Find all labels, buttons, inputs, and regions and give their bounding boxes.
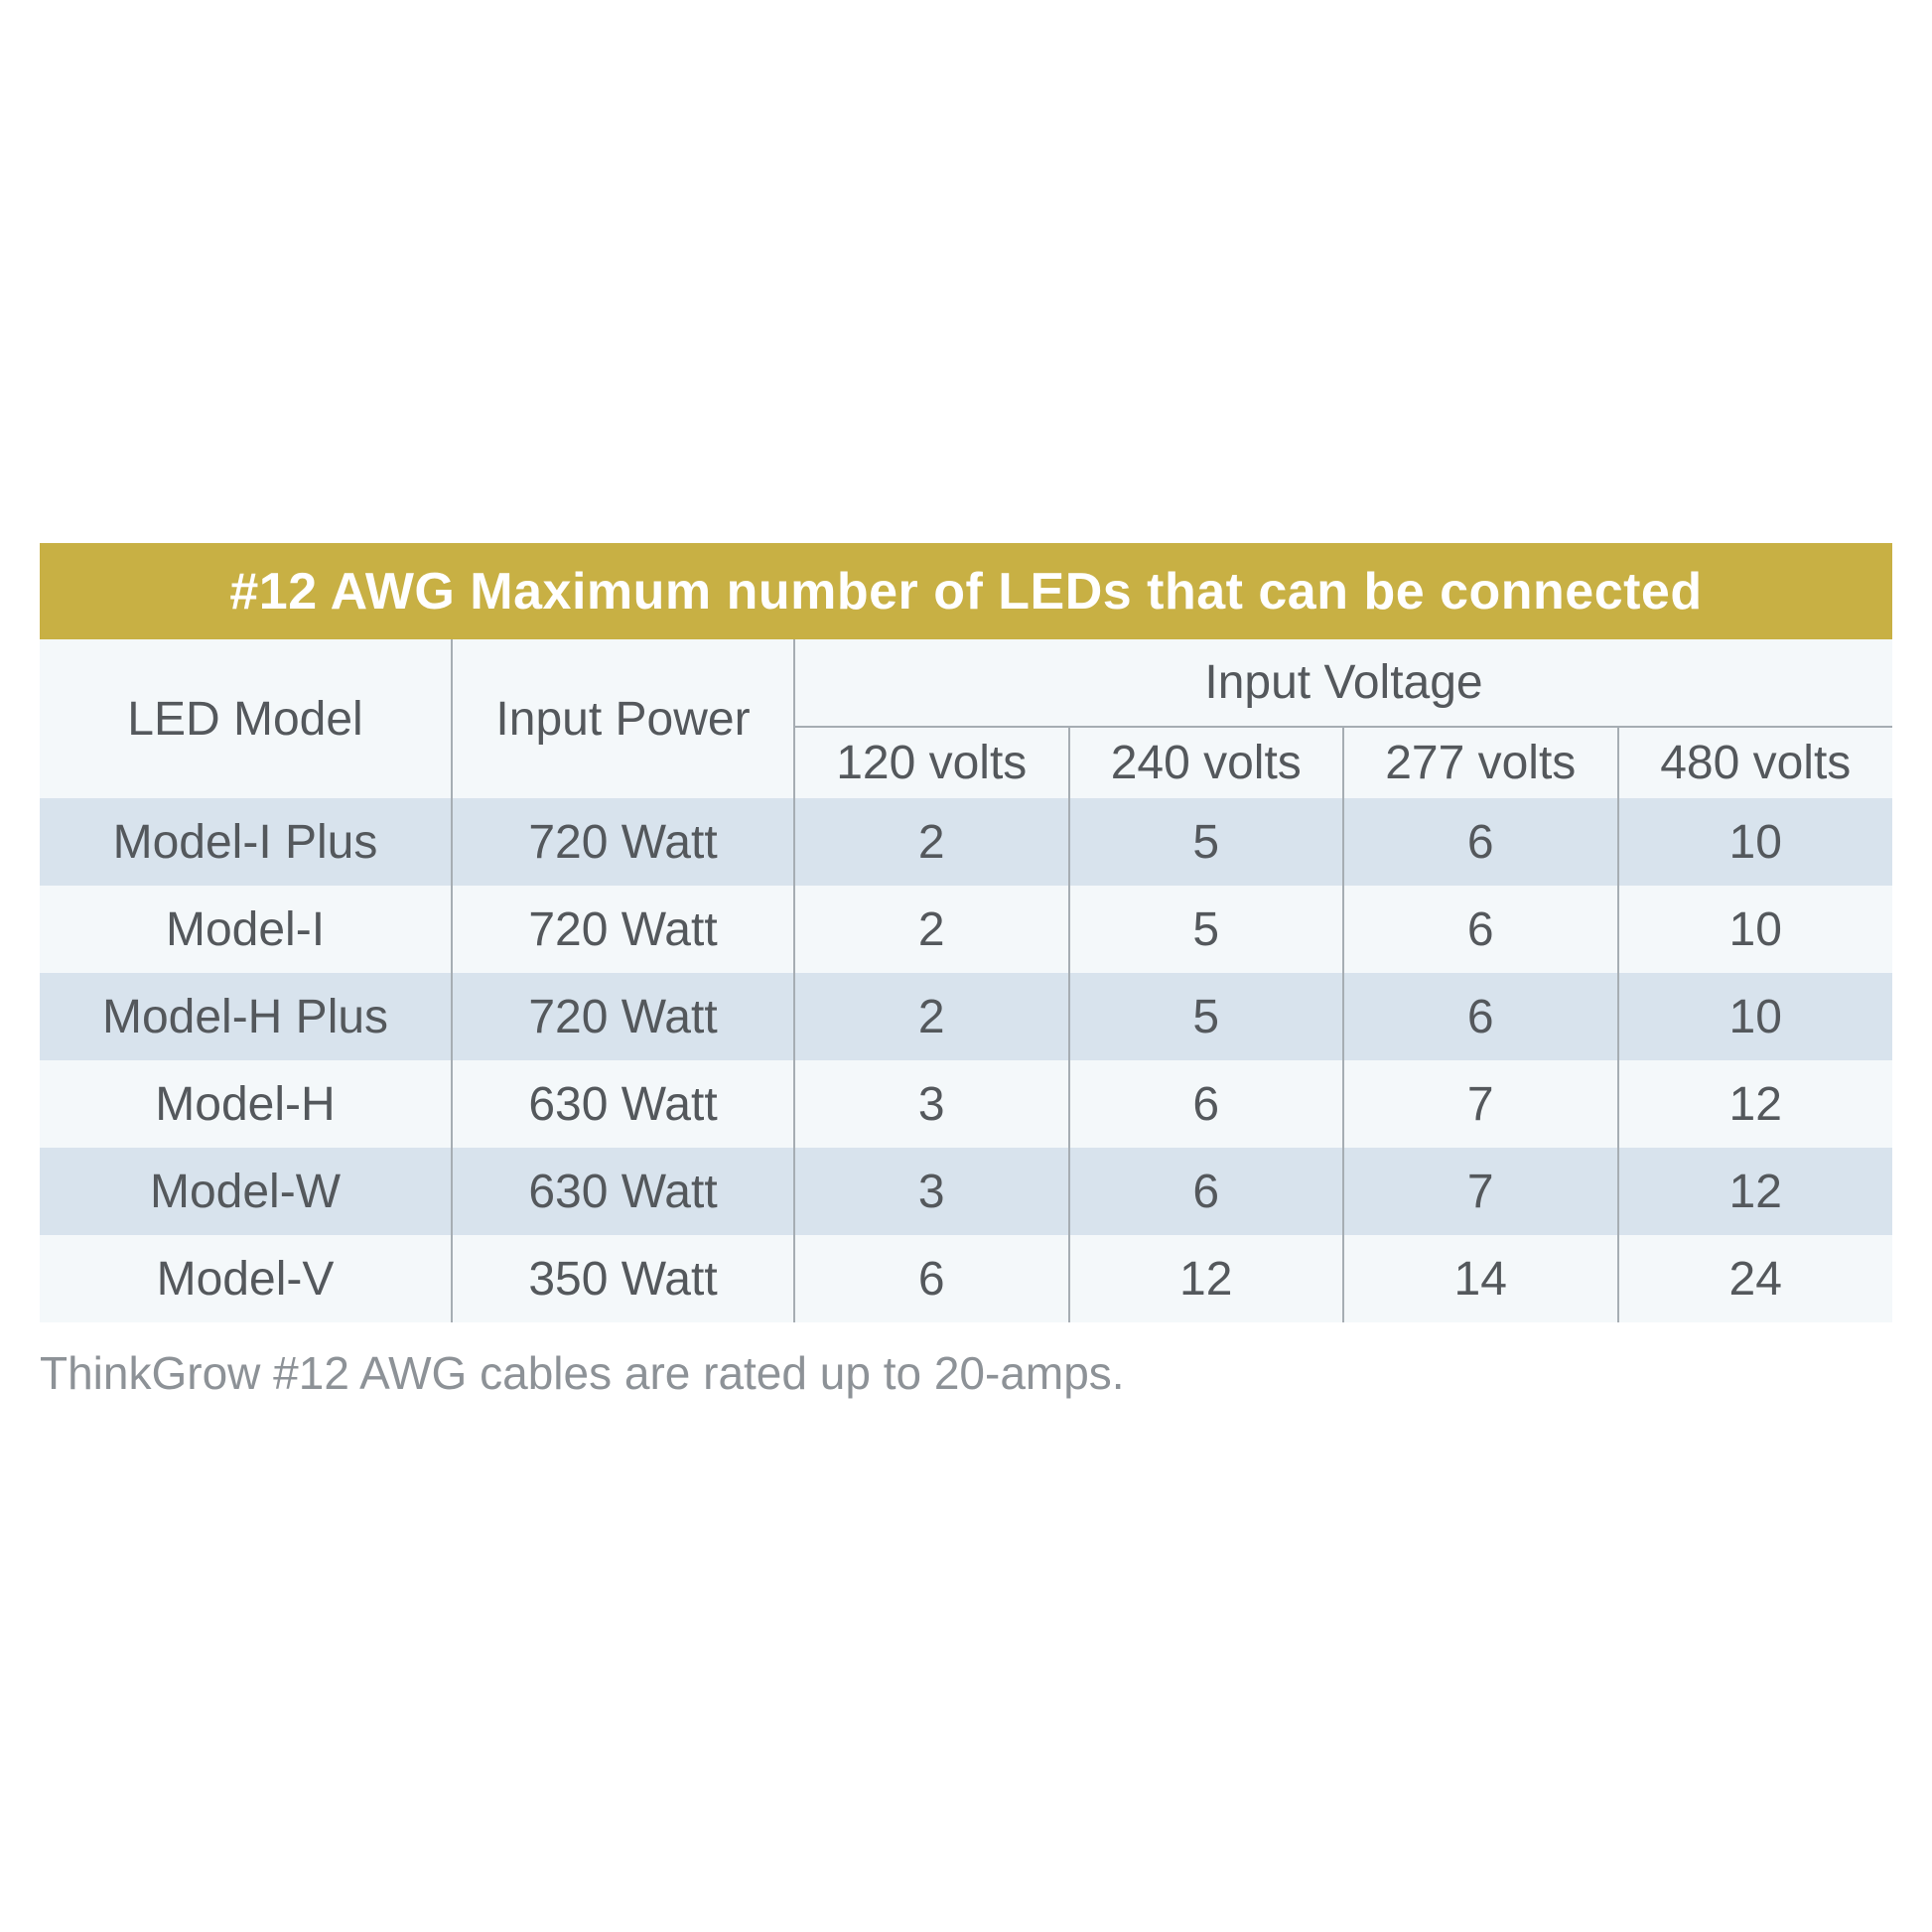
value-240v-cell: 5 <box>1067 798 1343 886</box>
value-240v-cell: 5 <box>1067 973 1343 1060</box>
value-277v-cell: 6 <box>1342 973 1618 1060</box>
value-240v-cell: 12 <box>1067 1235 1343 1322</box>
input-power-cell: 720 Watt <box>451 886 794 973</box>
table-title: #12 AWG Maximum number of LEDs that can … <box>229 562 1703 621</box>
value-480v-cell: 10 <box>1616 973 1892 1060</box>
value-240v-cell: 6 <box>1067 1060 1343 1148</box>
value-480v-cell: 24 <box>1616 1235 1892 1322</box>
value-480v-cell: 10 <box>1616 886 1892 973</box>
header-input-voltage: Input Voltage <box>793 639 1892 728</box>
spec-table: LED Model Input Power Input Voltage 120 … <box>40 639 1892 1322</box>
table-row: Model-H Plus 720 Watt 2 5 6 10 <box>40 973 1892 1060</box>
header-277-volts: 277 volts <box>1342 727 1618 798</box>
value-120v-cell: 2 <box>793 973 1069 1060</box>
table-row: Model-V 350 Watt 6 12 14 24 <box>40 1235 1892 1322</box>
value-120v-cell: 3 <box>793 1060 1069 1148</box>
footnote: ThinkGrow #12 AWG cables are rated up to… <box>40 1347 1125 1399</box>
led-model-cell: Model-I <box>40 886 452 973</box>
value-120v-cell: 2 <box>793 886 1069 973</box>
header-led-model: LED Model <box>40 639 452 798</box>
value-120v-cell: 2 <box>793 798 1069 886</box>
value-480v-cell: 12 <box>1616 1148 1892 1235</box>
value-240v-cell: 5 <box>1067 886 1343 973</box>
header-120-volts: 120 volts <box>793 727 1069 798</box>
input-power-cell: 720 Watt <box>451 798 794 886</box>
table-row: Model-W 630 Watt 3 6 7 12 <box>40 1148 1892 1235</box>
table-row: Model-I Plus 720 Watt 2 5 6 10 <box>40 798 1892 886</box>
led-connection-table: #12 AWG Maximum number of LEDs that can … <box>40 543 1892 1400</box>
value-277v-cell: 14 <box>1342 1235 1618 1322</box>
value-277v-cell: 7 <box>1342 1148 1618 1235</box>
table-row: Model-H 630 Watt 3 6 7 12 <box>40 1060 1892 1148</box>
value-277v-cell: 7 <box>1342 1060 1618 1148</box>
header-row-voltages: 120 volts 240 volts 277 volts 480 volts <box>40 727 1892 798</box>
value-277v-cell: 6 <box>1342 798 1618 886</box>
header-240-volts: 240 volts <box>1067 727 1343 798</box>
header-row-main: LED Model Input Power Input Voltage <box>40 639 1892 798</box>
table-row: Model-I 720 Watt 2 5 6 10 <box>40 886 1892 973</box>
value-480v-cell: 10 <box>1616 798 1892 886</box>
table-header: LED Model Input Power Input Voltage 120 … <box>40 639 1892 798</box>
header-input-power: Input Power <box>451 639 794 798</box>
value-277v-cell: 6 <box>1342 886 1618 973</box>
input-power-cell: 720 Watt <box>451 973 794 1060</box>
input-power-cell: 350 Watt <box>451 1235 794 1322</box>
led-model-cell: Model-H <box>40 1060 452 1148</box>
value-120v-cell: 3 <box>793 1148 1069 1235</box>
led-model-cell: Model-W <box>40 1148 452 1235</box>
value-120v-cell: 6 <box>793 1235 1069 1322</box>
value-480v-cell: 12 <box>1616 1060 1892 1148</box>
led-model-cell: Model-H Plus <box>40 973 452 1060</box>
header-480-volts: 480 volts <box>1616 727 1892 798</box>
input-power-cell: 630 Watt <box>451 1148 794 1235</box>
table-body: Model-I Plus 720 Watt 2 5 6 10 Model-I 7… <box>40 798 1892 1322</box>
value-240v-cell: 6 <box>1067 1148 1343 1235</box>
led-model-cell: Model-V <box>40 1235 452 1322</box>
input-power-cell: 630 Watt <box>451 1060 794 1148</box>
table-title-bar: #12 AWG Maximum number of LEDs that can … <box>40 543 1892 639</box>
led-model-cell: Model-I Plus <box>40 798 452 886</box>
